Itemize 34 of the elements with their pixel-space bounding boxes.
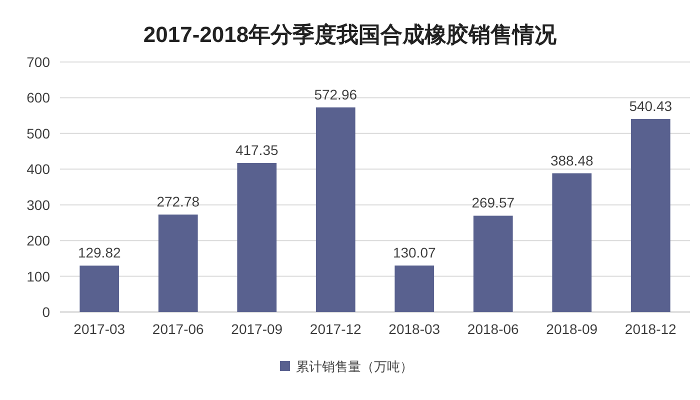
data-label: 540.43 bbox=[629, 98, 672, 114]
x-tick-label: 2018-09 bbox=[546, 321, 598, 337]
chart-title: 2017-2018年分季度我国合成橡胶销售情况 bbox=[143, 22, 558, 47]
bar bbox=[630, 118, 670, 312]
y-tick-label: 300 bbox=[26, 196, 50, 213]
data-label: 130.07 bbox=[392, 244, 436, 261]
bar bbox=[552, 173, 592, 312]
y-tick-label: 0 bbox=[42, 304, 50, 320]
x-tick-label: 2017-03 bbox=[74, 321, 126, 337]
legend-label: 累计销售量（万吨） bbox=[296, 359, 413, 374]
data-label: 272.78 bbox=[156, 194, 200, 210]
bar bbox=[473, 216, 513, 312]
bar bbox=[394, 266, 434, 312]
y-tick-label: 600 bbox=[26, 90, 50, 106]
y-tick-label: 500 bbox=[26, 125, 50, 142]
x-tick-label: 2017-12 bbox=[310, 321, 362, 337]
bar bbox=[158, 214, 198, 312]
x-tick-label: 2018-06 bbox=[467, 321, 520, 337]
bar bbox=[80, 266, 120, 312]
y-tick-label: 400 bbox=[26, 161, 50, 178]
x-tick-label: 2018-12 bbox=[624, 321, 677, 337]
data-label: 269.57 bbox=[472, 194, 515, 211]
x-tick-label: 2018-03 bbox=[388, 321, 440, 337]
y-tick-label: 700 bbox=[26, 54, 50, 70]
data-label: 572.96 bbox=[314, 86, 358, 102]
y-tick-label: 200 bbox=[26, 232, 50, 249]
bar bbox=[237, 162, 277, 312]
x-tick-label: 2017-09 bbox=[231, 321, 283, 337]
bar bbox=[316, 107, 356, 312]
data-label: 129.82 bbox=[78, 244, 121, 261]
x-tick-label: 2017-06 bbox=[152, 321, 204, 337]
y-tick-label: 100 bbox=[26, 268, 50, 284]
data-label: 417.35 bbox=[235, 142, 278, 158]
data-label: 388.48 bbox=[550, 152, 594, 168]
